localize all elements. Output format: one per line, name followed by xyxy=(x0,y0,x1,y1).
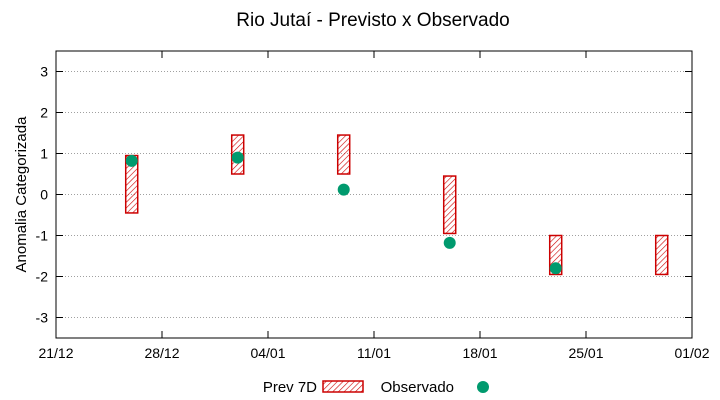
scatter-point xyxy=(231,151,244,164)
x-axis: 21/12 28/12 04/01 11/01 18/01 25/01 01/02 xyxy=(38,51,710,361)
x-tick-label: 25/01 xyxy=(568,345,603,361)
legend-label-prev-7d: Prev 7D xyxy=(263,379,317,396)
chart-title: Rio Jutaí - Previsto x Observado xyxy=(236,10,510,31)
x-tick-label: 11/01 xyxy=(357,345,391,361)
legend: Prev 7D Observado xyxy=(263,379,489,396)
x-tick-label: 28/12 xyxy=(144,345,179,361)
y-tick-label: -1 xyxy=(36,228,49,244)
y-axis: -3 -2 -1 0 1 2 3 xyxy=(36,64,692,326)
x-tick-label: 18/01 xyxy=(462,345,497,361)
y-tick-label: -2 xyxy=(36,269,49,285)
y-tick-label: 0 xyxy=(40,187,48,203)
y-tick-label: 1 xyxy=(40,146,48,162)
scatter-point xyxy=(549,262,562,275)
x-tick-label: 01/02 xyxy=(674,345,709,361)
scatter-point xyxy=(125,154,138,167)
scatter-point xyxy=(337,183,350,196)
legend-marker-observado xyxy=(477,381,489,393)
range-bar xyxy=(336,134,351,175)
legend-swatch-prev-7d xyxy=(322,380,364,393)
series-observado xyxy=(125,151,562,275)
legend-label-observado: Observado xyxy=(381,379,454,396)
range-bar xyxy=(442,175,457,235)
grid-lines xyxy=(56,71,692,318)
y-tick-label: -3 xyxy=(36,310,49,326)
y-axis-label: Anomalia Categorizada xyxy=(13,116,30,273)
range-bar xyxy=(654,234,669,276)
y-tick-label: 3 xyxy=(40,64,48,80)
x-tick-label: 21/12 xyxy=(38,345,73,361)
y-tick-label: 2 xyxy=(40,105,48,121)
scatter-point xyxy=(443,236,456,249)
series-prev-7d xyxy=(124,134,669,276)
x-tick-label: 04/01 xyxy=(250,345,285,361)
